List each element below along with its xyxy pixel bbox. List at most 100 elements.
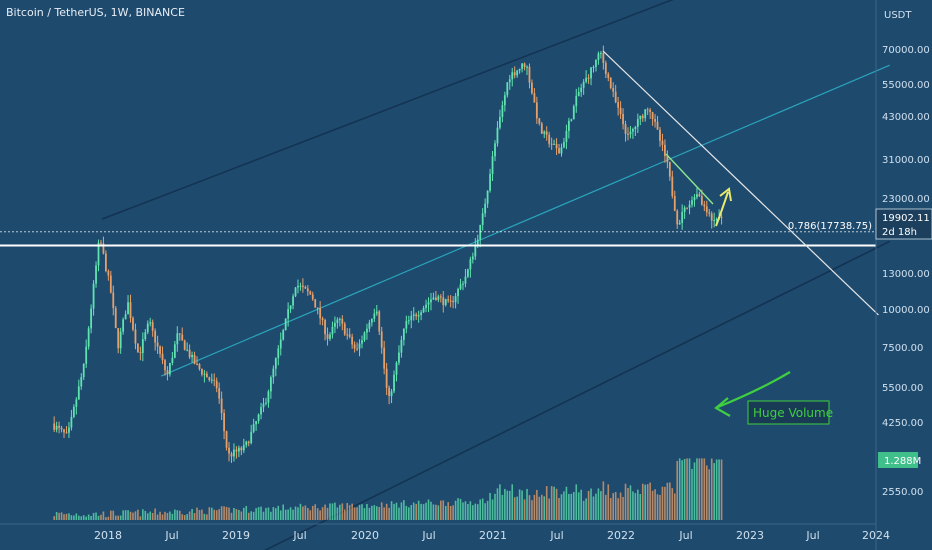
- candle: [644, 109, 647, 122]
- volume-bar: [696, 458, 698, 520]
- volume-bar: [484, 503, 486, 520]
- candle-body: [85, 346, 88, 364]
- candle-body: [107, 271, 110, 276]
- volume-bar: [132, 512, 134, 520]
- candle: [129, 294, 132, 323]
- candle: [407, 315, 410, 325]
- volume-bar: [708, 469, 711, 520]
- volume-bar: [339, 504, 341, 520]
- volume-bar: [176, 510, 179, 520]
- candle-body: [531, 82, 533, 94]
- candle: [484, 198, 487, 218]
- candle-body: [614, 91, 617, 103]
- volume-bar: [425, 502, 427, 520]
- candle-body: [375, 311, 378, 314]
- candle: [176, 326, 179, 352]
- candle: [489, 168, 491, 193]
- candle-body: [363, 332, 366, 341]
- volume-bar: [568, 493, 570, 520]
- volume-bar: [351, 503, 353, 520]
- volume-bar: [412, 502, 415, 520]
- candlesticks: [53, 45, 723, 463]
- volume-bar: [329, 503, 331, 520]
- candle-body: [134, 329, 137, 344]
- volume-bar: [686, 458, 688, 520]
- volume-bar: [486, 500, 489, 520]
- volume-bar: [427, 499, 430, 520]
- volume-bar: [499, 484, 501, 520]
- volume-bar: [467, 504, 469, 520]
- candle-body: [407, 320, 410, 322]
- volume-bar: [548, 498, 550, 520]
- y-tick-label: 43000.00: [882, 112, 930, 123]
- volume-bar: [230, 512, 233, 520]
- wedge-trendline: [665, 153, 714, 205]
- volume-bar: [346, 503, 349, 520]
- candle: [654, 114, 656, 128]
- candle-body: [506, 82, 509, 96]
- candle-body: [348, 334, 351, 337]
- volume-bar: [440, 500, 442, 520]
- volume-bar: [649, 482, 651, 520]
- volume-bar: [371, 505, 373, 520]
- volume-bars: [53, 458, 723, 520]
- volume-bar: [304, 505, 307, 520]
- candle-body: [587, 77, 590, 79]
- candle: [218, 382, 221, 404]
- volume-bar: [255, 508, 257, 520]
- volume-bar: [331, 503, 334, 520]
- volume-bar: [681, 460, 683, 520]
- candle: [550, 137, 553, 150]
- candle-body: [683, 207, 686, 212]
- candle: [117, 328, 120, 354]
- volume-bar: [612, 493, 615, 520]
- volume-bar: [634, 493, 637, 520]
- channel-mid-line: [160, 64, 890, 377]
- candle-body: [122, 319, 125, 332]
- candle-body: [634, 126, 637, 130]
- candle-body: [666, 155, 669, 163]
- candle: [169, 362, 171, 377]
- candle: [634, 125, 637, 137]
- candle: [457, 287, 459, 304]
- volume-bar: [279, 510, 282, 520]
- volume-bar: [220, 506, 223, 520]
- candle: [338, 317, 341, 327]
- candle-body: [77, 386, 80, 400]
- volume-bar: [577, 492, 580, 520]
- candle-body: [491, 156, 494, 174]
- candle: [346, 328, 349, 340]
- candle-body: [390, 391, 393, 397]
- volume-bar: [65, 513, 68, 520]
- candle: [651, 111, 654, 126]
- candle: [122, 317, 125, 335]
- candle: [208, 376, 211, 382]
- candle-body: [580, 87, 583, 93]
- volume-bar: [592, 496, 595, 520]
- candle-body: [277, 348, 280, 359]
- candle-body: [486, 190, 489, 204]
- candle: [112, 285, 115, 316]
- candle: [304, 285, 307, 289]
- y-tick-label: 4250.00: [882, 418, 923, 429]
- candle: [358, 339, 361, 357]
- candle-body: [366, 328, 368, 333]
- up-arrow-icon: [715, 187, 732, 227]
- volume-bar: [206, 514, 208, 520]
- candle-body: [161, 353, 164, 361]
- candle-body: [474, 244, 477, 257]
- candle-body: [398, 352, 400, 363]
- candle: [306, 285, 309, 296]
- volume-bar: [80, 516, 83, 520]
- candle-body: [146, 323, 149, 333]
- volume-bar: [289, 507, 292, 520]
- candle: [432, 292, 435, 300]
- candle-body: [538, 118, 541, 124]
- candle-body: [649, 109, 652, 113]
- candle: [297, 279, 299, 294]
- x-tick-label: Jul: [164, 529, 178, 542]
- candle-body: [545, 131, 548, 135]
- volume-bar: [464, 501, 467, 520]
- candle-body: [496, 127, 499, 144]
